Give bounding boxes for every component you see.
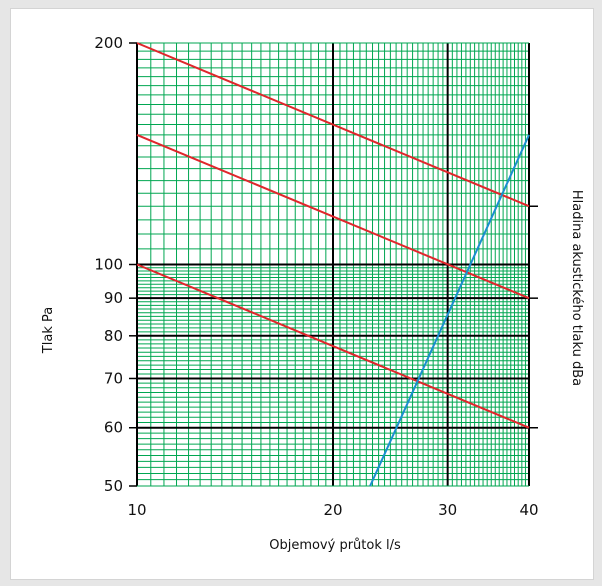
y-tick-label: 100	[94, 256, 123, 274]
series-layer	[136, 42, 530, 487]
noise-line-1	[136, 42, 530, 208]
y2-axis-label: Hladina akustického tlaku dBa	[569, 190, 584, 386]
right-axis-ticks	[529, 205, 538, 429]
y-tick-labels: 50 60 70 80 90 100 200	[94, 34, 123, 495]
pressure-curve	[369, 134, 530, 487]
y-axis-label: Tlak Pa	[41, 307, 56, 354]
noise-line-2	[136, 133, 530, 300]
noise-line-3	[136, 263, 530, 429]
y-tick-label: 60	[104, 419, 123, 437]
x-tick-label: 30	[438, 501, 457, 519]
x-tick-labels: 10 20 30 40	[127, 501, 538, 519]
chart-card	[10, 8, 594, 580]
y-tick-label: 70	[104, 369, 123, 387]
y-tick-label: 80	[104, 327, 123, 345]
y-tick-label: 50	[104, 477, 123, 495]
x-tick-label: 10	[127, 501, 146, 519]
y-tick-label: 90	[104, 289, 123, 307]
y-tick-label: 200	[94, 34, 123, 52]
x-axis-label: Objemový průtok l/s	[269, 538, 401, 553]
x-tick-label: 40	[519, 501, 538, 519]
left-axis-ticks	[129, 42, 137, 487]
x-tick-label: 20	[323, 501, 342, 519]
